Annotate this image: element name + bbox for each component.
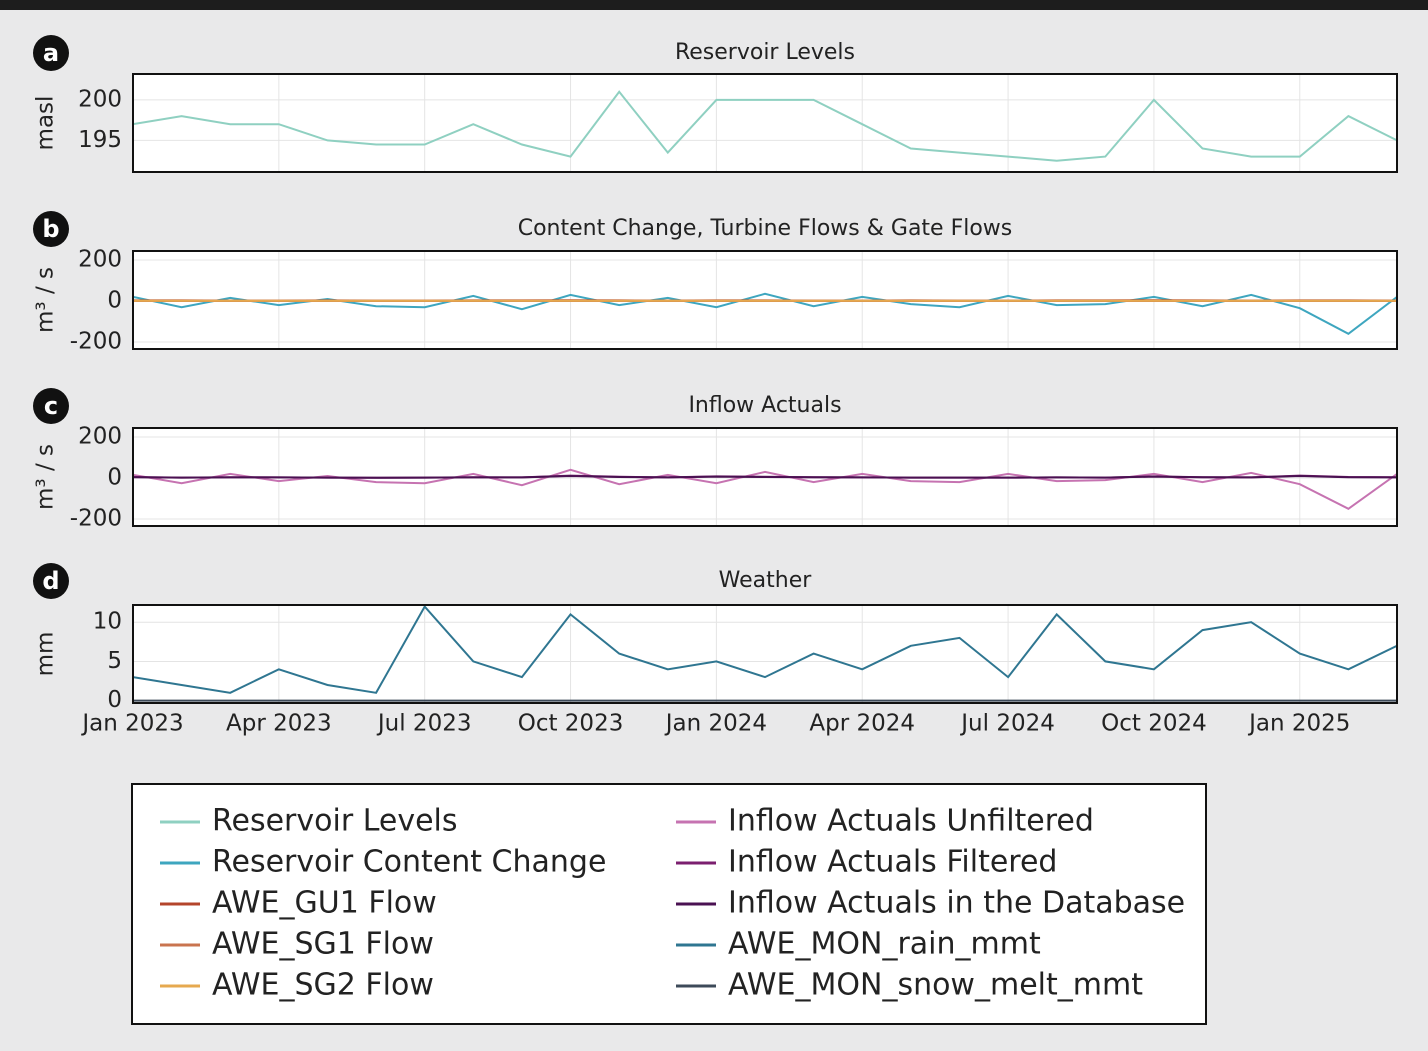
chart-title: Content Change, Turbine Flows & Gate Flo…	[518, 216, 1013, 241]
chart-title: Weather	[719, 568, 813, 593]
y-tick-label: 200	[78, 424, 122, 450]
x-tick-label: Oct 2024	[1101, 711, 1207, 737]
y-axis-label: mm	[33, 632, 59, 677]
x-tick-label: Jan 2025	[1247, 711, 1350, 737]
y-tick-label: 195	[78, 127, 122, 153]
plot-border	[132, 73, 1398, 173]
series-line	[133, 605, 1397, 694]
y-tick-label: 0	[107, 288, 122, 314]
y-axis-label: m³ / s	[33, 444, 59, 510]
legend-label: Reservoir Content Change	[212, 845, 606, 880]
x-tick-label: Jul 2023	[376, 711, 472, 737]
y-axis-label: masl	[33, 96, 59, 151]
plot-border	[132, 427, 1398, 527]
chart-title: Reservoir Levels	[675, 40, 855, 65]
y-tick-label: -200	[70, 506, 122, 532]
panel-label: b	[42, 215, 59, 243]
legend-label: Inflow Actuals Filtered	[728, 845, 1057, 880]
legend-label: Inflow Actuals in the Database	[728, 886, 1185, 921]
plot-border	[132, 604, 1398, 704]
panel-label: d	[42, 567, 59, 595]
x-tick-label: Apr 2024	[809, 711, 915, 737]
y-tick-label: 200	[78, 247, 122, 273]
panel-badge	[33, 388, 69, 424]
series-line	[133, 474, 1397, 479]
plot-border	[132, 250, 1398, 350]
panel-badge	[33, 563, 69, 599]
series-line	[133, 90, 1397, 162]
x-tick-label: Oct 2023	[518, 711, 624, 737]
y-tick-label: 5	[107, 648, 122, 674]
y-tick-label: 0	[107, 465, 122, 491]
panel-label: c	[44, 392, 58, 420]
legend-label: AWE_MON_snow_melt_mmt	[728, 968, 1143, 1003]
x-tick-label: Jul 2024	[959, 711, 1055, 737]
y-tick-label: 0	[107, 687, 122, 713]
panel-label: a	[43, 39, 59, 67]
plot-area	[133, 605, 1397, 703]
y-tick-label: -200	[70, 329, 122, 355]
legend-label: AWE_SG1 Flow	[212, 927, 434, 962]
y-tick-label: 10	[93, 609, 122, 635]
plot-area	[133, 74, 1397, 172]
x-tick-label: Jan 2023	[80, 711, 183, 737]
legend-label: AWE_GU1 Flow	[212, 886, 437, 921]
legend-label: AWE_SG2 Flow	[212, 968, 434, 1003]
x-tick-label: Apr 2023	[226, 711, 332, 737]
legend-label: Reservoir Levels	[212, 804, 458, 839]
panel-badge	[33, 211, 69, 247]
panel-badge	[33, 35, 69, 71]
y-tick-label: 200	[78, 86, 122, 112]
top-bar	[0, 0, 1428, 10]
chart-title: Inflow Actuals	[688, 393, 841, 418]
legend-box	[131, 783, 1207, 1025]
legend-label: AWE_MON_rain_mmt	[728, 927, 1041, 962]
legend-label: Inflow Actuals Unfiltered	[728, 804, 1094, 839]
x-tick-label: Jan 2024	[664, 711, 767, 737]
y-axis-label: m³ / s	[33, 267, 59, 333]
